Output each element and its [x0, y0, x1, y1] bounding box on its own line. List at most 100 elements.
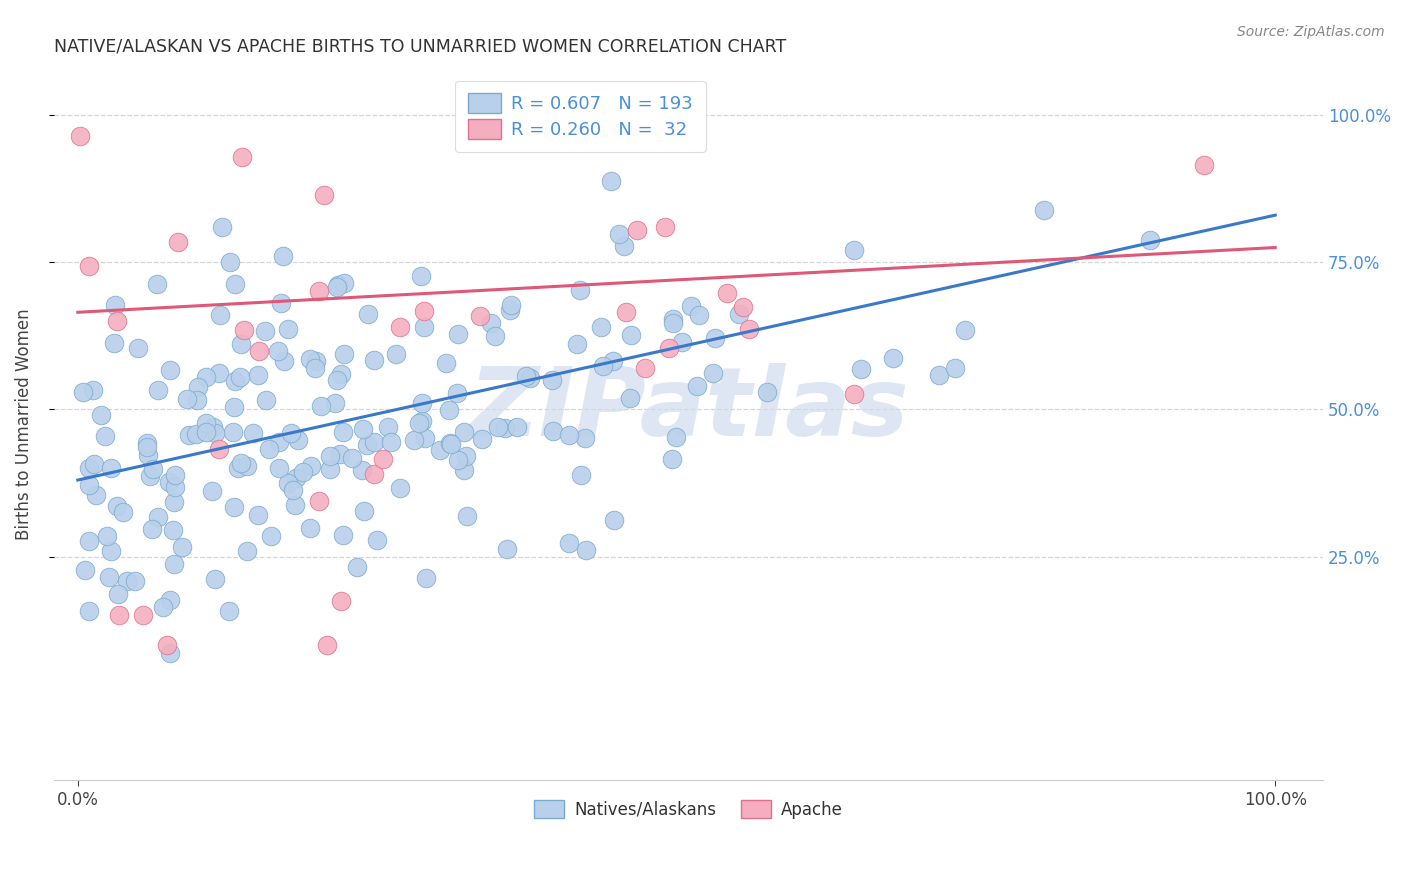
Point [340, 451, 363, 466]
Point [654, 220, 676, 235]
Point [136, 441, 159, 455]
Point [574, 431, 596, 445]
Point [194, 425, 217, 439]
Point [309, 399, 332, 413]
Point [132, 608, 155, 623]
Point [107, 587, 129, 601]
Point [167, 235, 190, 250]
Point [548, 123, 571, 137]
Point [285, 471, 308, 485]
Point [104, 298, 127, 312]
Point [363, 353, 385, 368]
Point [204, 572, 226, 586]
Point [201, 483, 224, 498]
Point [506, 420, 529, 434]
Point [111, 505, 134, 519]
Point [254, 392, 277, 407]
Point [242, 425, 264, 440]
Point [103, 336, 125, 351]
Point [453, 462, 475, 476]
Point [267, 461, 290, 475]
Point [702, 366, 724, 380]
Point [389, 481, 412, 495]
Point [187, 380, 209, 394]
Point [186, 392, 208, 407]
Point [77, 534, 100, 549]
Point [156, 638, 179, 652]
Point [350, 463, 373, 477]
Point [146, 383, 169, 397]
Point [224, 374, 246, 388]
Point [481, 316, 503, 330]
Point [162, 523, 184, 537]
Point [280, 425, 302, 440]
Point [352, 422, 374, 436]
Point [211, 219, 233, 234]
Point [277, 322, 299, 336]
Point [366, 533, 388, 547]
Point [494, 421, 516, 435]
Point [292, 465, 315, 479]
Point [329, 447, 352, 461]
Point [159, 363, 181, 377]
Point [298, 352, 321, 367]
Point [671, 334, 693, 349]
Point [471, 433, 494, 447]
Point [270, 295, 292, 310]
Point [486, 420, 509, 434]
Point [152, 599, 174, 614]
Point [716, 286, 738, 301]
Point [495, 541, 517, 556]
Point [157, 475, 180, 490]
Point [1192, 158, 1215, 172]
Point [115, 574, 138, 589]
Point [557, 536, 579, 550]
Point [93, 428, 115, 442]
Point [413, 304, 436, 318]
Point [332, 527, 354, 541]
Point [260, 529, 283, 543]
Point [882, 351, 904, 365]
Point [600, 174, 623, 188]
Point [105, 500, 128, 514]
Text: ZIPatlas: ZIPatlas [468, 363, 908, 457]
Point [176, 392, 198, 407]
Point [124, 574, 146, 588]
Point [308, 285, 330, 299]
Point [107, 314, 129, 328]
Point [283, 483, 305, 497]
Point [100, 461, 122, 475]
Point [515, 369, 537, 384]
Point [603, 513, 626, 527]
Point [412, 319, 434, 334]
Point [543, 424, 565, 438]
Point [299, 458, 322, 473]
Point [267, 434, 290, 449]
Point [231, 150, 253, 164]
Point [1139, 233, 1161, 247]
Point [204, 426, 226, 441]
Point [228, 370, 250, 384]
Point [170, 540, 193, 554]
Point [136, 449, 159, 463]
Point [333, 346, 356, 360]
Point [277, 476, 299, 491]
Point [208, 366, 231, 380]
Point [446, 386, 468, 401]
Point [346, 560, 368, 574]
Point [89, 409, 111, 423]
Point [380, 435, 402, 450]
Text: NATIVE/ALASKAN VS APACHE BIRTHS TO UNMARRIED WOMEN CORRELATION CHART: NATIVE/ALASKAN VS APACHE BIRTHS TO UNMAR… [53, 37, 786, 55]
Point [83, 457, 105, 471]
Point [77, 259, 100, 273]
Point [97, 570, 120, 584]
Point [139, 469, 162, 483]
Point [224, 400, 246, 414]
Point [688, 308, 710, 322]
Point [229, 337, 252, 351]
Point [69, 128, 91, 143]
Legend: Natives/Alaskans, Apache: Natives/Alaskans, Apache [527, 793, 849, 825]
Point [626, 223, 648, 237]
Point [247, 344, 270, 359]
Point [602, 354, 624, 368]
